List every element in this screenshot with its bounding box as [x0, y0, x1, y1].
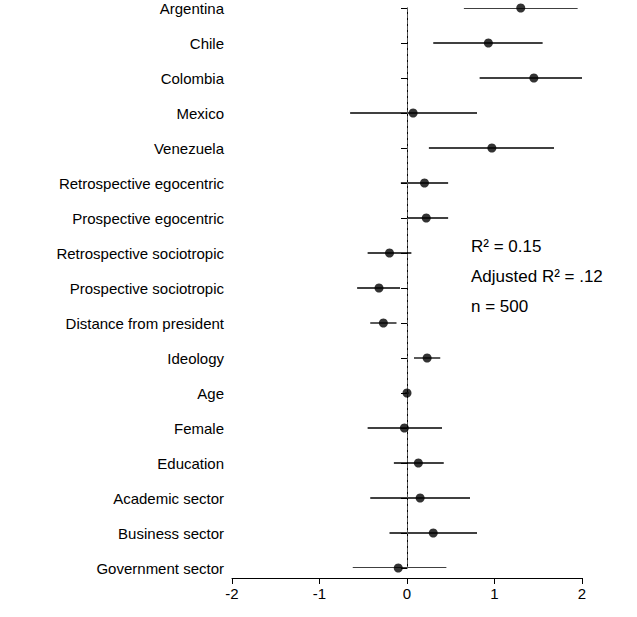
svg-text:Education: Education	[157, 455, 224, 472]
svg-text:1: 1	[490, 585, 498, 602]
svg-text:Venezuela: Venezuela	[154, 140, 225, 157]
svg-text:0: 0	[403, 585, 411, 602]
svg-text:Business sector: Business sector	[118, 525, 224, 542]
svg-text:Government sector: Government sector	[96, 560, 224, 577]
svg-text:Adjusted R² = .12: Adjusted R² = .12	[471, 267, 603, 286]
svg-text:2: 2	[578, 585, 586, 602]
svg-text:Retrospective egocentric: Retrospective egocentric	[59, 175, 225, 192]
svg-text:Distance from president: Distance from president	[66, 315, 225, 332]
svg-text:Prospective egocentric: Prospective egocentric	[72, 210, 224, 227]
svg-text:R² = 0.15: R² = 0.15	[471, 237, 541, 256]
svg-text:-2: -2	[225, 585, 238, 602]
svg-text:Academic sector: Academic sector	[113, 490, 224, 507]
svg-text:Mexico: Mexico	[176, 105, 224, 122]
svg-text:n = 500: n = 500	[471, 297, 528, 316]
svg-text:Colombia: Colombia	[161, 70, 225, 87]
svg-text:-1: -1	[313, 585, 326, 602]
svg-text:Argentina: Argentina	[160, 0, 225, 17]
svg-text:Ideology: Ideology	[167, 350, 224, 367]
svg-text:Prospective sociotropic: Prospective sociotropic	[70, 280, 225, 297]
svg-text:Chile: Chile	[190, 35, 224, 52]
svg-text:Female: Female	[174, 420, 224, 437]
svg-text:Retrospective sociotropic: Retrospective sociotropic	[56, 245, 224, 262]
svg-text:Age: Age	[197, 385, 224, 402]
